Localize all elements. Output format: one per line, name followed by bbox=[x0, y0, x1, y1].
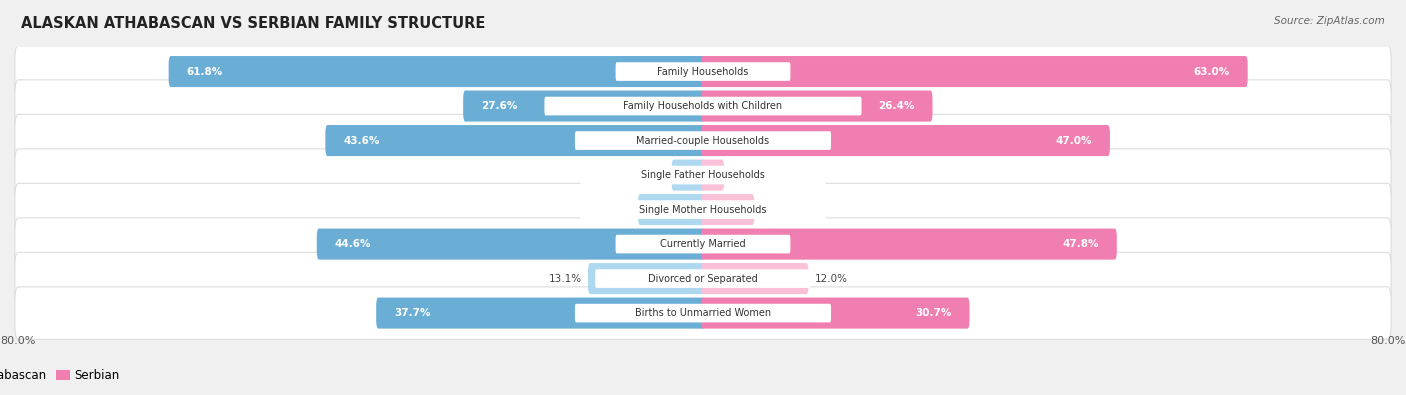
FancyBboxPatch shape bbox=[15, 45, 1391, 98]
FancyBboxPatch shape bbox=[377, 297, 706, 329]
FancyBboxPatch shape bbox=[700, 297, 970, 329]
FancyBboxPatch shape bbox=[15, 183, 1391, 236]
Text: Currently Married: Currently Married bbox=[661, 239, 745, 249]
FancyBboxPatch shape bbox=[15, 114, 1391, 167]
Text: Family Households: Family Households bbox=[658, 66, 748, 77]
Text: 63.0%: 63.0% bbox=[1194, 66, 1230, 77]
Text: 5.7%: 5.7% bbox=[761, 205, 787, 214]
FancyBboxPatch shape bbox=[595, 269, 811, 288]
FancyBboxPatch shape bbox=[463, 90, 706, 122]
FancyBboxPatch shape bbox=[700, 90, 932, 122]
FancyBboxPatch shape bbox=[316, 229, 706, 260]
Text: 80.0%: 80.0% bbox=[0, 337, 37, 346]
FancyBboxPatch shape bbox=[588, 263, 706, 294]
FancyBboxPatch shape bbox=[581, 166, 825, 184]
FancyBboxPatch shape bbox=[616, 235, 790, 254]
Text: 47.0%: 47.0% bbox=[1056, 135, 1092, 146]
Text: ALASKAN ATHABASCAN VS SERBIAN FAMILY STRUCTURE: ALASKAN ATHABASCAN VS SERBIAN FAMILY STR… bbox=[21, 16, 485, 31]
Text: Divorced or Separated: Divorced or Separated bbox=[648, 274, 758, 284]
Text: 37.7%: 37.7% bbox=[394, 308, 430, 318]
Text: 43.6%: 43.6% bbox=[343, 135, 380, 146]
Text: 2.2%: 2.2% bbox=[731, 170, 756, 180]
Text: 7.3%: 7.3% bbox=[605, 205, 631, 214]
Text: Source: ZipAtlas.com: Source: ZipAtlas.com bbox=[1274, 16, 1385, 26]
Text: Single Mother Households: Single Mother Households bbox=[640, 205, 766, 214]
Text: Births to Unmarried Women: Births to Unmarried Women bbox=[636, 308, 770, 318]
FancyBboxPatch shape bbox=[169, 56, 706, 87]
FancyBboxPatch shape bbox=[700, 125, 1109, 156]
Text: 47.8%: 47.8% bbox=[1063, 239, 1099, 249]
Text: 27.6%: 27.6% bbox=[481, 101, 517, 111]
FancyBboxPatch shape bbox=[15, 80, 1391, 132]
Text: Married-couple Households: Married-couple Households bbox=[637, 135, 769, 146]
Text: 26.4%: 26.4% bbox=[879, 101, 915, 111]
FancyBboxPatch shape bbox=[700, 263, 808, 294]
FancyBboxPatch shape bbox=[616, 62, 790, 81]
Text: 61.8%: 61.8% bbox=[186, 66, 222, 77]
FancyBboxPatch shape bbox=[325, 125, 706, 156]
Text: 44.6%: 44.6% bbox=[335, 239, 371, 249]
Text: 80.0%: 80.0% bbox=[1369, 337, 1406, 346]
Text: Single Father Households: Single Father Households bbox=[641, 170, 765, 180]
FancyBboxPatch shape bbox=[700, 160, 724, 191]
FancyBboxPatch shape bbox=[581, 200, 825, 219]
Text: 3.4%: 3.4% bbox=[638, 170, 665, 180]
FancyBboxPatch shape bbox=[15, 218, 1391, 270]
FancyBboxPatch shape bbox=[15, 252, 1391, 305]
FancyBboxPatch shape bbox=[544, 97, 862, 115]
FancyBboxPatch shape bbox=[15, 149, 1391, 201]
FancyBboxPatch shape bbox=[700, 229, 1116, 260]
Text: 13.1%: 13.1% bbox=[548, 274, 582, 284]
Text: 30.7%: 30.7% bbox=[915, 308, 952, 318]
FancyBboxPatch shape bbox=[575, 304, 831, 322]
FancyBboxPatch shape bbox=[638, 194, 706, 225]
FancyBboxPatch shape bbox=[575, 131, 831, 150]
FancyBboxPatch shape bbox=[700, 194, 754, 225]
FancyBboxPatch shape bbox=[700, 56, 1247, 87]
FancyBboxPatch shape bbox=[15, 287, 1391, 339]
Legend: Alaskan Athabascan, Serbian: Alaskan Athabascan, Serbian bbox=[0, 364, 125, 387]
FancyBboxPatch shape bbox=[672, 160, 706, 191]
Text: Family Households with Children: Family Households with Children bbox=[623, 101, 783, 111]
Text: 12.0%: 12.0% bbox=[815, 274, 848, 284]
